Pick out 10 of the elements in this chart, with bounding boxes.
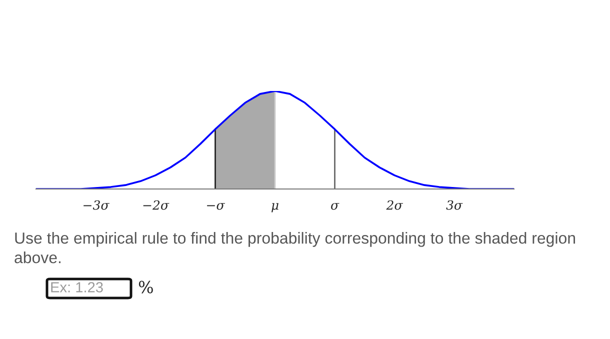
x-tick-label: −2σ — [143, 200, 170, 210]
text: % — [138, 280, 153, 294]
x-tick-label: 2σ — [386, 200, 404, 210]
x-tick-label: 3σ — [446, 200, 463, 210]
x-tick-label: −σ — [207, 203, 226, 210]
x-tick-label: σ — [331, 203, 340, 210]
x-tick-label: −3σ — [84, 200, 110, 210]
text: Ex: 1.23 — [51, 282, 103, 292]
x-tick-label: μ — [271, 203, 278, 212]
text: Use the empirical rule to find the probability corresponding to the shaded region above. — [14, 232, 575, 264]
